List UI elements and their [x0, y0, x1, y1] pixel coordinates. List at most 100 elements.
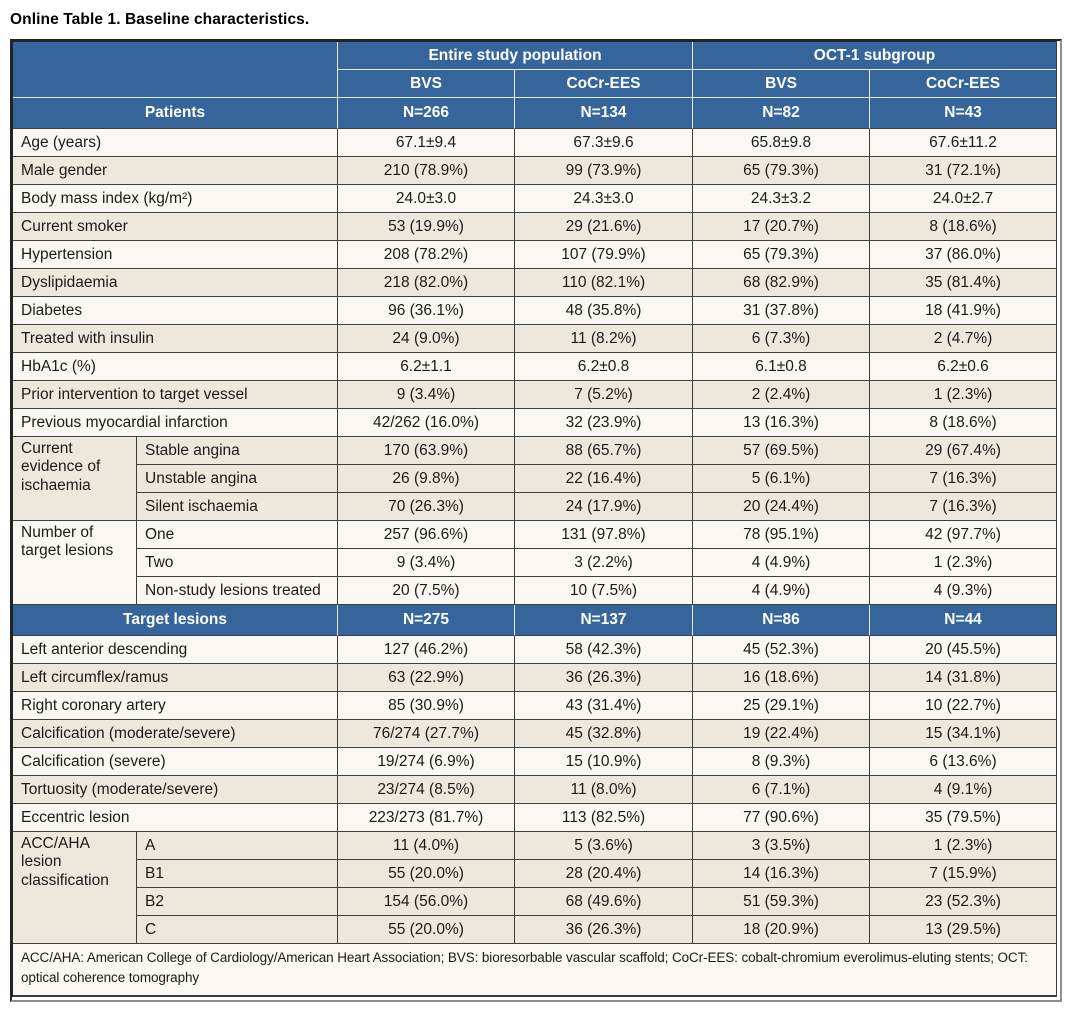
- cell-value: 1 (2.3%): [870, 832, 1057, 860]
- cell-value: 18 (41.9%): [870, 297, 1057, 325]
- cell-value: 6.2±0.8: [515, 353, 693, 381]
- section-header-row: Target lesions N=275 N=137 N=86 N=44: [13, 605, 1057, 636]
- row-label: Prior intervention to target vessel: [13, 381, 338, 409]
- cell-value: 68 (49.6%): [515, 888, 693, 916]
- row-sub-label: B2: [137, 888, 338, 916]
- cell-value: 223/273 (81.7%): [338, 804, 515, 832]
- row-label: Tortuosity (moderate/severe): [13, 776, 338, 804]
- cell-value: 6 (13.6%): [870, 748, 1057, 776]
- cell-value: 22 (16.4%): [515, 465, 693, 493]
- row-label: Calcification (moderate/severe): [13, 720, 338, 748]
- cell-value: 36 (26.3%): [515, 916, 693, 944]
- cell-value: 11 (4.0%): [338, 832, 515, 860]
- table-row: B1 55 (20.0%) 28 (20.4%) 14 (16.3%) 7 (15.9%…: [13, 860, 1057, 888]
- cell-value: 6.2±1.1: [338, 353, 515, 381]
- table-body: Patients N=266 N=134 N=82 N=43 Age (years) 67.…: [13, 98, 1057, 944]
- cell-value: 55 (20.0%): [338, 916, 515, 944]
- corner-cell: [13, 42, 338, 98]
- col-group-entire-study: Entire study population: [338, 42, 693, 70]
- col-group-oct1-subgroup: OCT-1 subgroup: [693, 42, 1057, 70]
- cell-value: 6.2±0.6: [870, 353, 1057, 381]
- footnote-row: ACC/AHA: American College of Cardiology/…: [13, 944, 1057, 996]
- header-device-row: BVS CoCr-EES BVS CoCr-EES: [13, 70, 1057, 98]
- row-label: HbA1c (%): [13, 353, 338, 381]
- cell-value: 8 (18.6%): [870, 213, 1057, 241]
- cell-value: 4 (4.9%): [693, 577, 870, 605]
- table-row: HbA1c (%) 6.2±1.1 6.2±0.8 6.1±0.8 6.2±0.6: [13, 353, 1057, 381]
- cell-value: 35 (81.4%): [870, 269, 1057, 297]
- table-row: Calcification (severe) 19/274 (6.9%) 15 (1…: [13, 748, 1057, 776]
- row-sub-label: C: [137, 916, 338, 944]
- cell-value: 65 (79.3%): [693, 241, 870, 269]
- cell-value: 23/274 (8.5%): [338, 776, 515, 804]
- cell-value: 8 (9.3%): [693, 748, 870, 776]
- cell-value: 24.0±2.7: [870, 185, 1057, 213]
- section-label: Target lesions: [13, 605, 338, 636]
- cell-value: 13 (16.3%): [693, 409, 870, 437]
- row-label: Body mass index (kg/m²): [13, 185, 338, 213]
- row-label: Right coronary artery: [13, 692, 338, 720]
- cell-value: 7 (16.3%): [870, 465, 1057, 493]
- table-row: C 55 (20.0%) 36 (26.3%) 18 (20.9%) 13 (29.5%…: [13, 916, 1057, 944]
- cell-value: 45 (32.8%): [515, 720, 693, 748]
- cell-value: 65.8±9.8: [693, 129, 870, 157]
- cell-value: 10 (22.7%): [870, 692, 1057, 720]
- col-header-cocrees-entire: CoCr-EES: [515, 70, 693, 98]
- cell-value: 218 (82.0%): [338, 269, 515, 297]
- table-row: Tortuosity (moderate/severe) 23/274 (8.5%…: [13, 776, 1057, 804]
- group-label: ACC/AHA lesion classification: [13, 832, 137, 944]
- row-sub-label: B1: [137, 860, 338, 888]
- cell-value: 51 (59.3%): [693, 888, 870, 916]
- cell-value: 24 (17.9%): [515, 493, 693, 521]
- group-label: Number of target lesions: [13, 521, 137, 605]
- cell-value: 57 (69.5%): [693, 437, 870, 465]
- cell-value: 15 (34.1%): [870, 720, 1057, 748]
- cell-value: 10 (7.5%): [515, 577, 693, 605]
- table-row: Number of target lesions One 257 (96.6%) 13…: [13, 521, 1057, 605]
- cell-value: 37 (86.0%): [870, 241, 1057, 269]
- table-row: Previous myocardial infarction 42/262 (16…: [13, 409, 1057, 437]
- section-n-value: N=266: [338, 98, 515, 129]
- table-row: Age (years) 67.1±9.4 67.3±9.6 65.8±9.8 67.6±…: [13, 129, 1057, 157]
- row-sub-label: Silent ischaemia: [137, 493, 338, 521]
- cell-value: 3 (2.2%): [515, 549, 693, 577]
- section-header-row: Patients N=266 N=134 N=82 N=43: [13, 98, 1057, 129]
- table-row: Calcification (moderate/severe) 76/274 (2…: [13, 720, 1057, 748]
- cell-value: 107 (79.9%): [515, 241, 693, 269]
- group-label: Current evidence of ischaemia: [13, 437, 137, 521]
- page: Online Table 1. Baseline characteristics…: [10, 11, 1063, 1002]
- section-n-value: N=137: [515, 605, 693, 636]
- cell-value: 20 (7.5%): [338, 577, 515, 605]
- cell-value: 127 (46.2%): [338, 636, 515, 664]
- cell-value: 43 (31.4%): [515, 692, 693, 720]
- row-label: Left circumflex/ramus: [13, 664, 338, 692]
- cell-value: 208 (78.2%): [338, 241, 515, 269]
- table-row: Treated with insulin 24 (9.0%) 11 (8.2%) 6 …: [13, 325, 1057, 353]
- row-sub-label: Non-study lesions treated: [137, 577, 338, 605]
- cell-value: 68 (82.9%): [693, 269, 870, 297]
- cell-value: 42 (97.7%): [870, 521, 1057, 549]
- table-row: Current smoker 53 (19.9%) 29 (21.6%) 17 (20…: [13, 213, 1057, 241]
- section-n-value: N=43: [870, 98, 1057, 129]
- row-sub-label: Stable angina: [137, 437, 338, 465]
- row-label: Male gender: [13, 157, 338, 185]
- table-row: Left anterior descending 127 (46.2%) 58 (4…: [13, 636, 1057, 664]
- cell-value: 58 (42.3%): [515, 636, 693, 664]
- col-header-bvs-oct: BVS: [693, 70, 870, 98]
- cell-value: 36 (26.3%): [515, 664, 693, 692]
- row-label: Diabetes: [13, 297, 338, 325]
- row-sub-label: One: [137, 521, 338, 549]
- cell-value: 45 (52.3%): [693, 636, 870, 664]
- cell-value: 35 (79.5%): [870, 804, 1057, 832]
- row-sub-label: Two: [137, 549, 338, 577]
- cell-value: 14 (31.8%): [870, 664, 1057, 692]
- cell-value: 3 (3.5%): [693, 832, 870, 860]
- cell-value: 55 (20.0%): [338, 860, 515, 888]
- cell-value: 4 (4.9%): [693, 549, 870, 577]
- row-label: Previous myocardial infarction: [13, 409, 338, 437]
- cell-value: 25 (29.1%): [693, 692, 870, 720]
- table-row: Dyslipidaemia 218 (82.0%) 110 (82.1%) 68 (8…: [13, 269, 1057, 297]
- cell-value: 154 (56.0%): [338, 888, 515, 916]
- cell-value: 88 (65.7%): [515, 437, 693, 465]
- cell-value: 48 (35.8%): [515, 297, 693, 325]
